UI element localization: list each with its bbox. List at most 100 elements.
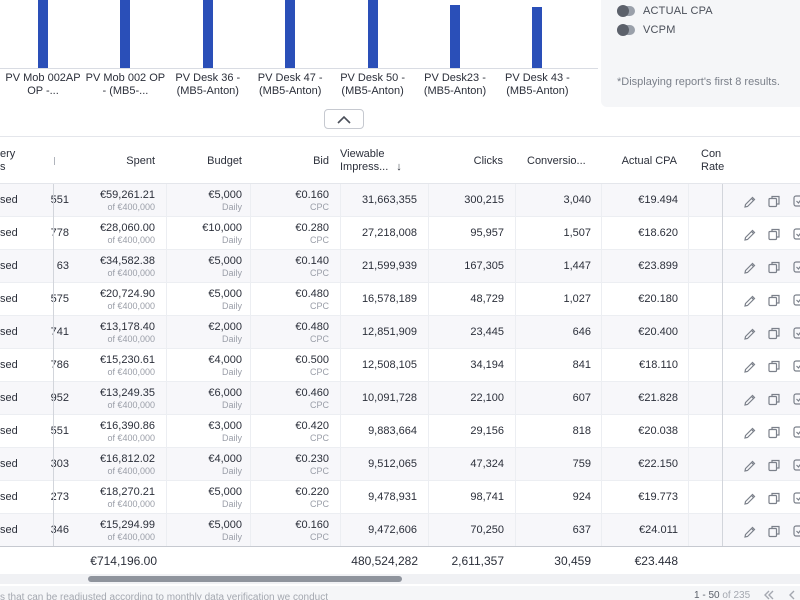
status-cell: sed	[0, 184, 30, 217]
table-row[interactable]: sed 346 €15,294.99 of €400,000 €5,000 Daily €0…	[0, 514, 800, 547]
checkbox-icon[interactable]	[792, 359, 800, 373]
table-row[interactable]: sed 741 €13,178.40 of €400,000 €2,000 Daily €0…	[0, 316, 800, 349]
checkbox-icon[interactable]	[792, 491, 800, 505]
chart-bar[interactable]	[532, 7, 543, 68]
budget-cell[interactable]: €4,000 Daily	[170, 349, 242, 382]
toggle-vcpm[interactable]: VCPM	[617, 23, 676, 37]
copy-icon[interactable]	[767, 326, 781, 340]
first-page-icon[interactable]	[763, 589, 775, 600]
table-row[interactable]: sed 575 €20,724.90 of €400,000 €5,000 Daily €0…	[0, 283, 800, 316]
bid-cell[interactable]: €0.160 CPC	[260, 514, 329, 547]
spent-value: €13,249.35	[99, 387, 155, 399]
chart-bar[interactable]	[450, 5, 460, 68]
budget-cell[interactable]: €4,000 Daily	[170, 448, 242, 481]
bid-cell[interactable]: €0.460 CPC	[260, 382, 329, 415]
clicks-cell: 47,324	[430, 448, 504, 481]
checkbox-icon[interactable]	[792, 260, 800, 274]
toggle-actual-cpa[interactable]: ACTUAL CPA	[617, 4, 713, 18]
pencil-icon[interactable]	[742, 524, 756, 538]
checkbox-icon[interactable]	[792, 425, 800, 439]
pencil-icon[interactable]	[742, 194, 756, 208]
checkbox-icon[interactable]	[792, 392, 800, 406]
toggle-switch-icon[interactable]	[617, 5, 635, 17]
checkbox-icon[interactable]	[792, 227, 800, 241]
budget-cell[interactable]: €5,000 Daily	[170, 283, 242, 316]
header-delivery[interactable]: ery s	[0, 148, 16, 173]
header-budget[interactable]: Budget	[207, 154, 242, 167]
budget-cell[interactable]: €5,000 Daily	[170, 250, 242, 283]
header-viewable-impressions[interactable]: Viewable Impress... ↓	[340, 137, 417, 185]
column-divider	[428, 382, 429, 415]
budget-cell[interactable]: €5,000 Daily	[170, 514, 242, 547]
copy-icon[interactable]	[767, 260, 781, 274]
copy-icon[interactable]	[767, 458, 781, 472]
copy-icon[interactable]	[767, 392, 781, 406]
copy-icon[interactable]	[767, 524, 781, 538]
checkbox-icon[interactable]	[792, 293, 800, 307]
bid-cell[interactable]: €0.280 CPC	[260, 217, 329, 250]
budget-cell[interactable]: €6,000 Daily	[170, 382, 242, 415]
copy-icon[interactable]	[767, 293, 781, 307]
previous-page-icon[interactable]	[786, 589, 798, 600]
column-resize-handle[interactable]	[54, 137, 58, 185]
header-clicks[interactable]: Clicks	[473, 154, 503, 167]
bid-cell[interactable]: €0.140 CPC	[260, 250, 329, 283]
chart-bar[interactable]	[38, 0, 48, 68]
pencil-icon[interactable]	[742, 458, 756, 472]
bid-cell[interactable]: €0.480 CPC	[260, 316, 329, 349]
table-row[interactable]: sed 63 €34,582.38 of €400,000 €5,000 Daily €0.…	[0, 250, 800, 283]
budget-cell[interactable]: €2,000 Daily	[170, 316, 242, 349]
pencil-icon[interactable]	[742, 425, 756, 439]
bid-cell[interactable]: €0.160 CPC	[260, 184, 329, 217]
checkbox-icon[interactable]	[792, 326, 800, 340]
pencil-icon[interactable]	[742, 359, 756, 373]
bid-cell[interactable]: €0.230 CPC	[260, 448, 329, 481]
header-conversion-rate[interactable]: Con Rate	[701, 137, 725, 185]
budget-cell[interactable]: €5,000 Daily	[170, 184, 242, 217]
budget-type: Daily	[221, 433, 242, 443]
pencil-icon[interactable]	[742, 491, 756, 505]
chart-bar[interactable]	[367, 0, 378, 68]
collapse-chart-button[interactable]	[324, 109, 364, 129]
header-actual-cpa[interactable]: Actual CPA	[621, 154, 677, 167]
table-row[interactable]: sed 303 €16,812.02 of €400,000 €4,000 Daily €0…	[0, 448, 800, 481]
chart-bar[interactable]	[202, 0, 213, 68]
table-row[interactable]: sed 778 €28,060.00 of €400,000 €10,000 Daily €…	[0, 217, 800, 250]
total-clicks: 2,611,357	[451, 554, 505, 568]
copy-icon[interactable]	[767, 194, 781, 208]
bid-cell[interactable]: €0.220 CPC	[260, 481, 329, 514]
budget-cell[interactable]: €5,000 Daily	[170, 481, 242, 514]
table-footer	[0, 586, 800, 600]
header-bid[interactable]: Bid	[313, 154, 329, 167]
horizontal-scrollbar-thumb[interactable]	[88, 576, 402, 582]
pencil-icon[interactable]	[742, 326, 756, 340]
bid-cell[interactable]: €0.420 CPC	[260, 415, 329, 448]
budget-cell[interactable]: €3,000 Daily	[170, 415, 242, 448]
column-divider	[428, 217, 429, 250]
pencil-icon[interactable]	[742, 293, 756, 307]
pencil-icon[interactable]	[742, 392, 756, 406]
column-divider	[340, 382, 341, 415]
copy-icon[interactable]	[767, 359, 781, 373]
pencil-icon[interactable]	[742, 260, 756, 274]
chart-bar[interactable]	[285, 0, 296, 68]
table-row[interactable]: sed 786 €15,230.61 of €400,000 €4,000 Daily €0…	[0, 349, 800, 382]
copy-icon[interactable]	[767, 425, 781, 439]
bid-cell[interactable]: €0.500 CPC	[260, 349, 329, 382]
table-row[interactable]: sed 273 €18,270.21 of €400,000 €5,000 Daily €0…	[0, 481, 800, 514]
table-row[interactable]: sed 551 €16,390.86 of €400,000 €3,000 Daily €0…	[0, 415, 800, 448]
copy-icon[interactable]	[767, 227, 781, 241]
checkbox-icon[interactable]	[792, 524, 800, 538]
table-row[interactable]: sed 952 €13,249.35 of €400,000 €6,000 Daily €0…	[0, 382, 800, 415]
checkbox-icon[interactable]	[792, 458, 800, 472]
bid-cell[interactable]: €0.480 CPC	[260, 283, 329, 316]
budget-cell[interactable]: €10,000 Daily	[170, 217, 242, 250]
header-conversions[interactable]: Conversio...	[527, 154, 586, 167]
header-spent[interactable]: Spent	[126, 154, 155, 167]
table-row[interactable]: sed 551 €59,261.21 of €400,000 €5,000 Daily €0…	[0, 184, 800, 217]
toggle-switch-icon[interactable]	[617, 24, 635, 36]
pencil-icon[interactable]	[742, 227, 756, 241]
checkbox-icon[interactable]	[792, 194, 800, 208]
chart-bar[interactable]	[120, 0, 131, 68]
copy-icon[interactable]	[767, 491, 781, 505]
